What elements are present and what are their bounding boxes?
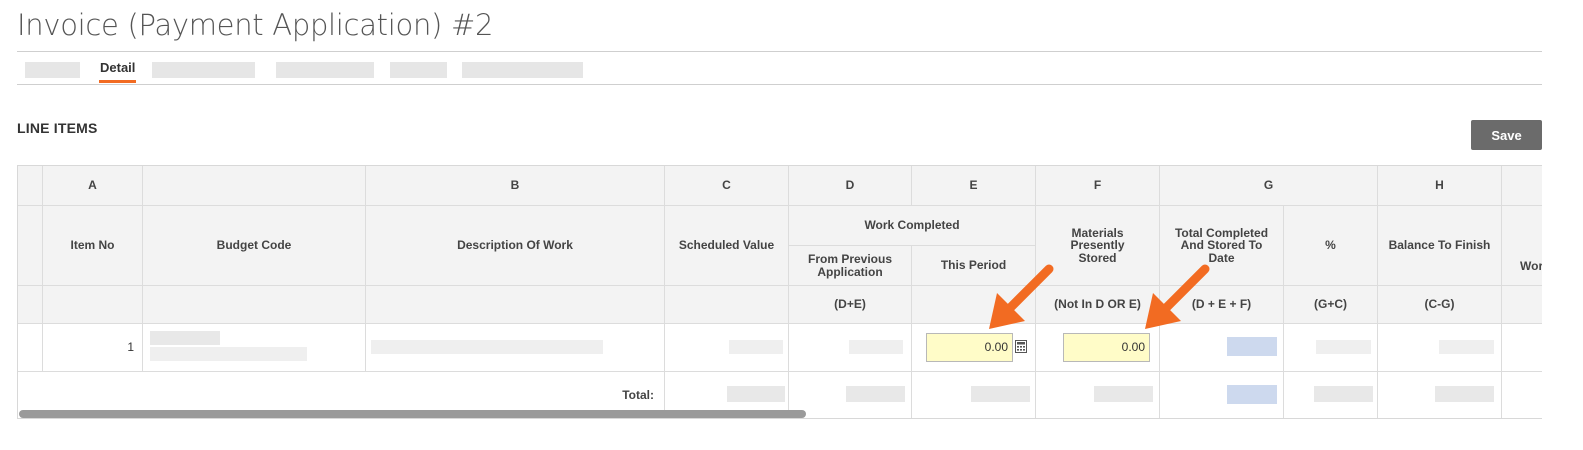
from-previous-redacted — [849, 340, 903, 354]
page-title: Invoice (Payment Application) #2 — [17, 8, 494, 42]
header-gutter — [18, 166, 43, 206]
balance-redacted — [1439, 340, 1494, 354]
col-description: Description Of Work — [366, 206, 665, 286]
horizontal-scrollbar[interactable] — [19, 410, 806, 418]
total-completed-sum-redacted — [1227, 385, 1277, 404]
col-letter-d: D — [789, 166, 912, 206]
scheduled-value-redacted — [729, 340, 783, 354]
col-item-no: Item No — [43, 206, 143, 286]
line-items-grid: A B C D E F G H Item No Budget Code Desc… — [17, 165, 1542, 419]
formula-a — [43, 286, 143, 324]
col-balance: Balance To Finish — [1378, 206, 1502, 286]
col-scheduled-value: Scheduled Value — [665, 206, 789, 286]
formula-f: (Not In D OR E) — [1036, 286, 1160, 324]
total-completed-redacted — [1227, 337, 1277, 356]
col-group-work-completed: Work Completed — [789, 206, 1036, 246]
formula-gutter — [18, 286, 43, 324]
materials-input[interactable]: 0.00 — [1063, 333, 1150, 362]
percent-redacted — [1316, 340, 1371, 354]
formula-b — [366, 286, 665, 324]
tab-redacted-4[interactable] — [390, 62, 447, 78]
col-letter-g: G — [1160, 166, 1378, 206]
col-total-completed: Total Completed And Stored To Date — [1160, 206, 1284, 286]
col-percent: % — [1284, 206, 1378, 286]
col-from-previous: From Previous Application — [789, 246, 912, 286]
tab-detail[interactable]: Detail — [100, 60, 136, 75]
tab-redacted-2[interactable] — [152, 62, 255, 78]
total-next — [1502, 372, 1542, 418]
formula-h: (C-G) — [1378, 286, 1502, 324]
tab-redacted-3[interactable] — [276, 62, 374, 78]
cell-percent — [1284, 324, 1378, 372]
col-letter-blank — [143, 166, 366, 206]
col-budget-code: Budget Code — [143, 206, 366, 286]
total-from-previous-redacted — [846, 386, 905, 402]
total-balance — [1378, 372, 1502, 418]
arrow-materials-icon — [1145, 264, 1210, 329]
formula-pct: (G+C) — [1284, 286, 1378, 324]
row-gutter — [18, 324, 43, 372]
tab-bar: Detail — [17, 56, 1542, 85]
description-redacted — [371, 340, 603, 354]
cell-next — [1502, 324, 1542, 372]
formula-g: (D + E + F) — [1160, 286, 1284, 324]
tab-redacted-1[interactable] — [25, 62, 80, 78]
total-this-period-redacted — [971, 386, 1030, 402]
col-letter-f: F — [1036, 166, 1160, 206]
header-gutter-2 — [18, 206, 43, 286]
total-completed — [1160, 372, 1284, 418]
this-period-input[interactable]: 0.00 — [926, 333, 1013, 362]
formula-d: (D+E) — [789, 286, 912, 324]
cell-balance — [1378, 324, 1502, 372]
budget-code-redacted — [150, 331, 220, 345]
title-divider — [17, 51, 1542, 52]
total-materials — [1036, 372, 1160, 418]
col-letter-c: C — [665, 166, 789, 206]
arrow-this-period-icon — [989, 264, 1054, 329]
total-scheduled-redacted — [727, 386, 785, 402]
cell-description[interactable] — [366, 324, 665, 372]
section-title: LINE ITEMS — [17, 120, 98, 136]
cell-from-previous — [789, 324, 912, 372]
col-letter-b: B — [366, 166, 665, 206]
tab-redacted-5[interactable] — [462, 62, 583, 78]
col-this-period: This Period — [912, 246, 1036, 286]
save-button[interactable]: Save — [1471, 120, 1542, 150]
col-materials: Materials Presently Stored — [1036, 206, 1160, 286]
formula-next — [1502, 286, 1542, 324]
total-percent-redacted — [1314, 386, 1373, 402]
col-letter-h: H — [1378, 166, 1502, 206]
col-letter-e: E — [912, 166, 1036, 206]
tab-active-indicator — [99, 80, 136, 83]
total-balance-redacted — [1435, 386, 1494, 402]
cell-scheduled-value — [665, 324, 789, 372]
cell-budget-code[interactable] — [143, 324, 366, 372]
formula-budget — [143, 286, 366, 324]
total-from-previous — [789, 372, 912, 418]
total-this-period — [912, 372, 1036, 418]
budget-code-subtext-redacted — [150, 347, 307, 361]
cell-item-no: 1 — [43, 324, 143, 372]
formula-c — [665, 286, 789, 324]
calculator-icon[interactable] — [1015, 340, 1027, 353]
cell-total-completed — [1160, 324, 1284, 372]
col-letter-a: A — [43, 166, 143, 206]
col-partial-next: Wor — [1502, 206, 1542, 286]
total-percent — [1284, 372, 1378, 418]
col-letter-next — [1502, 166, 1542, 206]
total-materials-redacted — [1094, 386, 1153, 402]
